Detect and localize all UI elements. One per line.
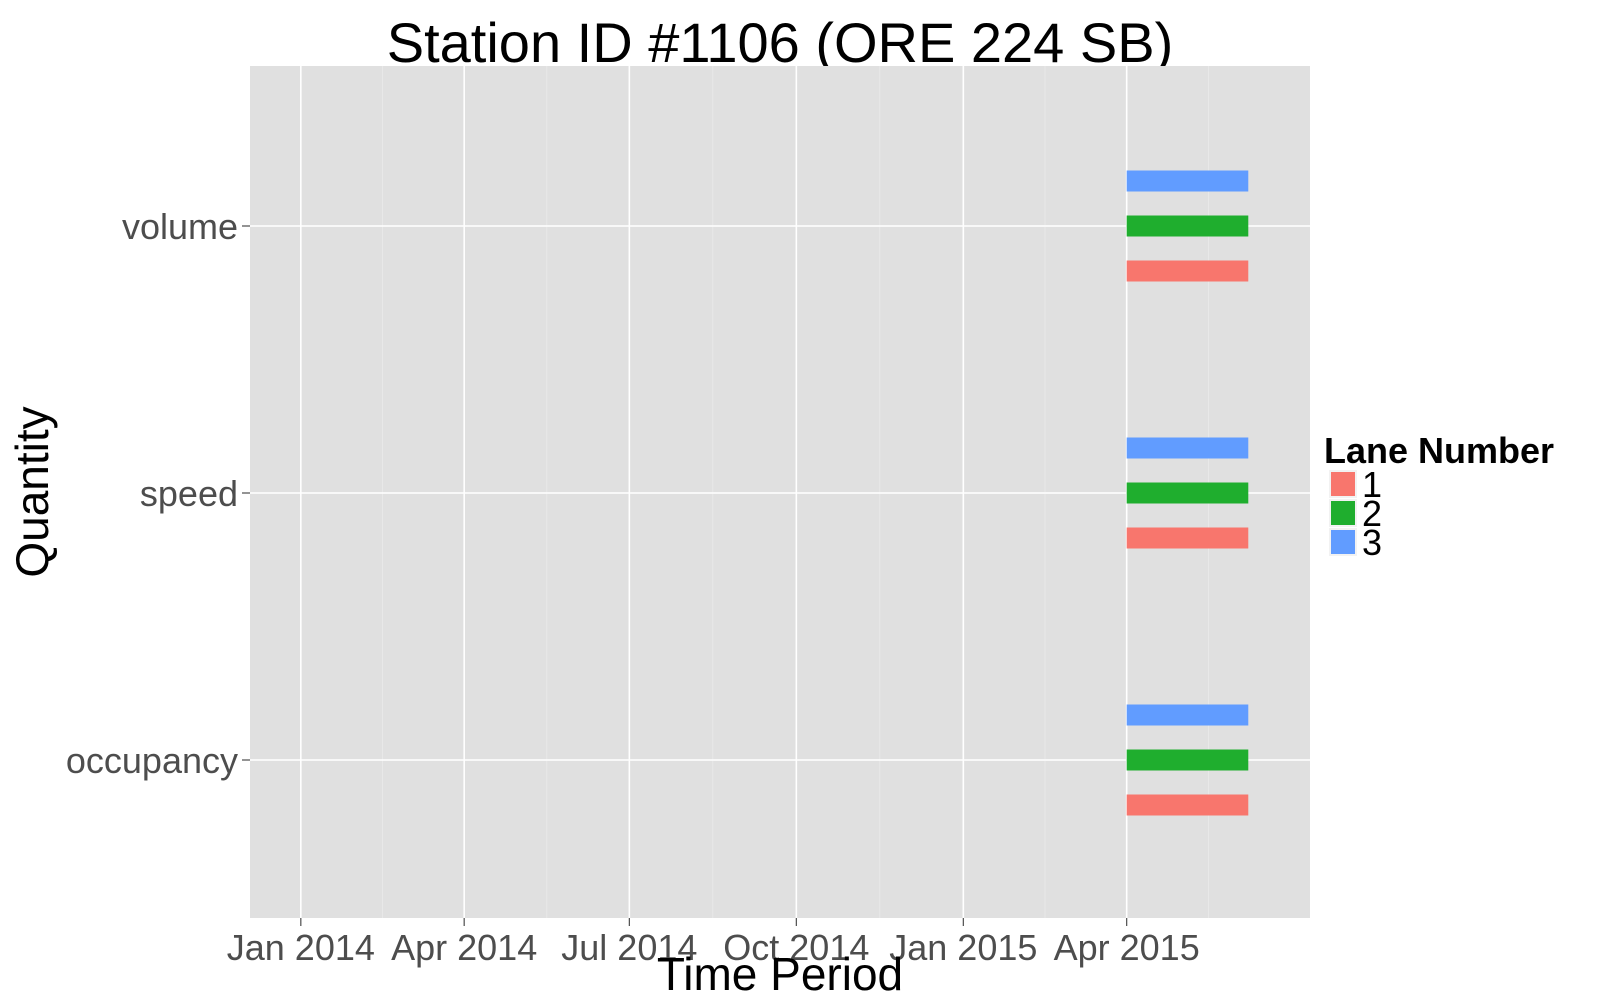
- lane-1-speed-bar: [1126, 527, 1249, 549]
- x-axis: Jan 2014 Apr 2014 Jul 2014 Oct 2014 Jan 2015…: [227, 918, 1200, 968]
- y-axis: volume speed occupancy: [66, 206, 250, 781]
- x-tick-label: Jan 2014: [227, 927, 375, 968]
- lane-2-volume-bar: [1126, 215, 1249, 237]
- lane-1-occupancy-bar: [1126, 794, 1249, 816]
- legend-items: 123: [1329, 464, 1382, 563]
- legend-label-lane-2: 2: [1362, 493, 1382, 534]
- legend-key-lane-2: [1331, 501, 1355, 525]
- y-tick-label: volume: [122, 206, 238, 247]
- lane-1-volume-bar: [1126, 260, 1249, 282]
- x-tick-label: Apr 2014: [391, 927, 537, 968]
- lane-3-occupancy-bar: [1126, 704, 1249, 726]
- x-tick-label: Oct 2014: [723, 927, 869, 968]
- lane-3-volume-bar: [1126, 170, 1249, 192]
- y-tick-label: speed: [140, 473, 238, 514]
- x-tick-label: Apr 2015: [1054, 927, 1200, 968]
- legend-key-lane-1: [1331, 472, 1355, 496]
- lane-2-speed-bar: [1126, 482, 1249, 504]
- plot-panel: [250, 66, 1310, 918]
- x-tick-label: Jan 2015: [889, 927, 1037, 968]
- legend-key-lane-3: [1331, 530, 1355, 554]
- y-tick-label: occupancy: [66, 740, 238, 781]
- legend-title: Lane Number: [1324, 430, 1554, 471]
- lane-2-occupancy-bar: [1126, 749, 1249, 771]
- legend-label-lane-3: 3: [1362, 522, 1382, 563]
- lane-bars: [1126, 170, 1249, 816]
- x-tick-label: Jul 2014: [561, 927, 697, 968]
- legend: Lane Number 123: [1324, 430, 1554, 563]
- legend-label-lane-1: 1: [1362, 464, 1382, 505]
- chart-title: Station ID #1106 (ORE 224 SB): [387, 11, 1174, 74]
- lane-3-speed-bar: [1126, 437, 1249, 459]
- y-axis-title: Quantity: [6, 406, 58, 577]
- x-axis-title: Time Period: [657, 948, 903, 1000]
